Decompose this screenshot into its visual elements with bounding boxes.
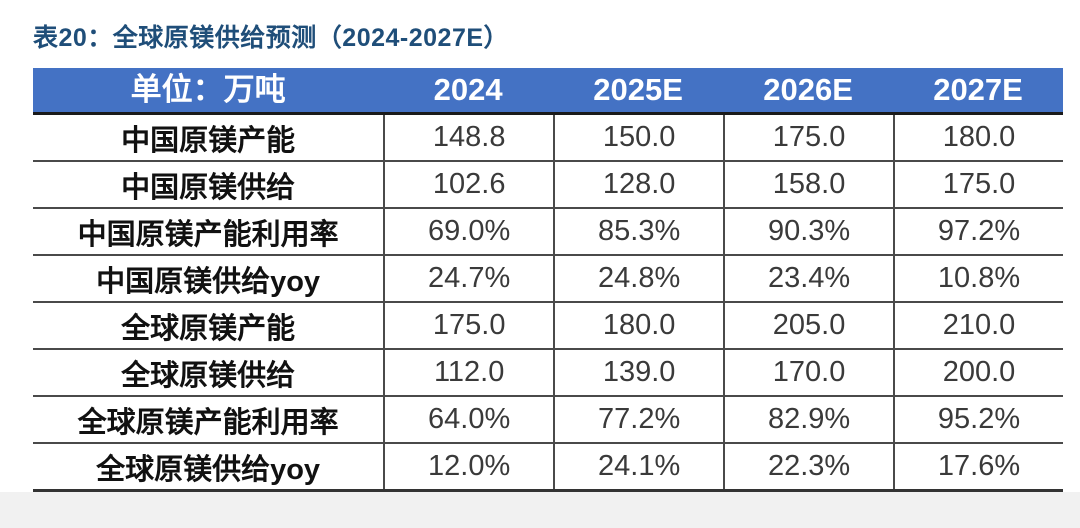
page-bottom-strip bbox=[0, 492, 1080, 528]
value-cell: 180.0 bbox=[893, 115, 1063, 160]
table-row: 全球原镁供给 112.0 139.0 170.0 200.0 bbox=[33, 350, 1063, 397]
row-label-cell: 中国原镁供给 bbox=[121, 171, 296, 204]
value-cell: 12.0% bbox=[383, 444, 553, 489]
value-cell: 85.3% bbox=[553, 209, 723, 254]
row-label-cell: 全球原镁供给yoy bbox=[96, 453, 321, 486]
row-label-cell: 全球原镁产能 bbox=[121, 312, 296, 345]
value-cell: 95.2% bbox=[893, 397, 1063, 442]
value-cell: 90.3% bbox=[723, 209, 893, 254]
value-cell: 170.0 bbox=[723, 350, 893, 395]
value-cell: 102.6 bbox=[383, 162, 553, 207]
value-cell: 10.8% bbox=[893, 256, 1063, 301]
table-body: 中国原镁产能 148.8 150.0 175.0 180.0 中国原镁供给 102.6 128… bbox=[33, 115, 1063, 492]
table-row: 中国原镁产能 148.8 150.0 175.0 180.0 bbox=[33, 115, 1063, 162]
value-cell: 77.2% bbox=[553, 397, 723, 442]
value-cell: 205.0 bbox=[723, 303, 893, 348]
value-cell: 82.9% bbox=[723, 397, 893, 442]
value-cell: 175.0 bbox=[383, 303, 553, 348]
value-cell: 17.6% bbox=[893, 444, 1063, 489]
value-cell: 175.0 bbox=[893, 162, 1063, 207]
table-title: 表20：全球原镁供给预测（2024-2027E） bbox=[33, 24, 510, 52]
table-row: 中国原镁供给yoy 24.7% 24.8% 23.4% 10.8% bbox=[33, 256, 1063, 303]
value-cell: 69.0% bbox=[383, 209, 553, 254]
table-row: 中国原镁供给 102.6 128.0 158.0 175.0 bbox=[33, 162, 1063, 209]
value-cell: 150.0 bbox=[553, 115, 723, 160]
value-cell: 24.1% bbox=[553, 444, 723, 489]
value-cell: 210.0 bbox=[893, 303, 1063, 348]
table-row: 全球原镁产能利用率 64.0% 77.2% 82.9% 95.2% bbox=[33, 397, 1063, 444]
header-2024-cell: 2024 bbox=[433, 72, 503, 107]
row-label-cell: 全球原镁供给 bbox=[121, 359, 296, 392]
supply-forecast-table: 单位：万吨 2024 2025E 2026E 2027E 中国原镁产能 148.8… bbox=[33, 68, 1063, 492]
value-cell: 23.4% bbox=[723, 256, 893, 301]
value-cell: 97.2% bbox=[893, 209, 1063, 254]
value-cell: 64.0% bbox=[383, 397, 553, 442]
row-label-cell: 全球原镁产能利用率 bbox=[77, 406, 339, 439]
row-label-cell: 中国原镁产能 bbox=[121, 124, 296, 157]
header-unit-cell: 单位：万吨 bbox=[130, 72, 286, 107]
header-2025e-cell: 2025E bbox=[593, 72, 683, 107]
value-cell: 200.0 bbox=[893, 350, 1063, 395]
value-cell: 180.0 bbox=[553, 303, 723, 348]
row-label-cell: 中国原镁供给yoy bbox=[96, 265, 321, 298]
value-cell: 139.0 bbox=[553, 350, 723, 395]
table-row: 中国原镁产能利用率 69.0% 85.3% 90.3% 97.2% bbox=[33, 209, 1063, 256]
value-cell: 112.0 bbox=[383, 350, 553, 395]
value-cell: 128.0 bbox=[553, 162, 723, 207]
table-row: 全球原镁产能 175.0 180.0 205.0 210.0 bbox=[33, 303, 1063, 350]
value-cell: 148.8 bbox=[383, 115, 553, 160]
value-cell: 24.8% bbox=[553, 256, 723, 301]
row-label-cell: 中国原镁产能利用率 bbox=[77, 218, 339, 251]
table-row: 全球原镁供给yoy 12.0% 24.1% 22.3% 17.6% bbox=[33, 444, 1063, 492]
value-cell: 158.0 bbox=[723, 162, 893, 207]
value-cell: 24.7% bbox=[383, 256, 553, 301]
header-2027e-cell: 2027E bbox=[933, 72, 1023, 107]
header-2026e-cell: 2026E bbox=[763, 72, 853, 107]
value-cell: 22.3% bbox=[723, 444, 893, 489]
table-header-row: 单位：万吨 2024 2025E 2026E 2027E bbox=[33, 68, 1063, 115]
value-cell: 175.0 bbox=[723, 115, 893, 160]
